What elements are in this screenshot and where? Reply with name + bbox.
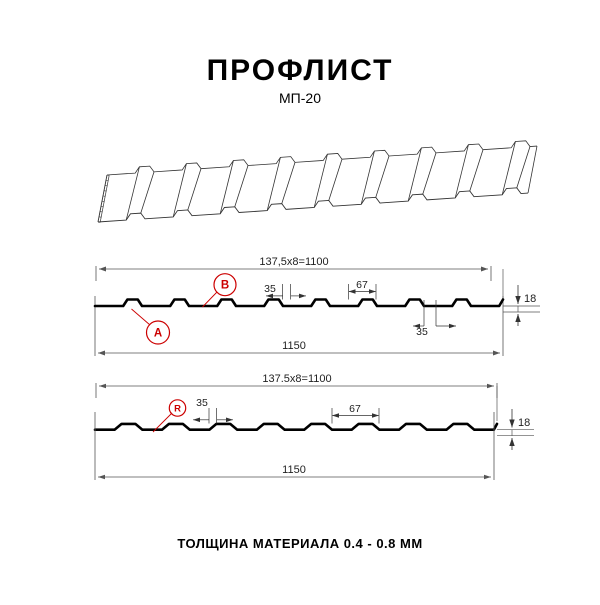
svg-text:МП-20: МП-20 [279, 90, 321, 106]
svg-text:35: 35 [264, 283, 276, 295]
svg-text:A: A [154, 328, 162, 340]
svg-text:1150: 1150 [282, 464, 306, 476]
svg-text:ТОЛЩИНА МАТЕРИАЛА 0.4 - 0.8 ММ: ТОЛЩИНА МАТЕРИАЛА 0.4 - 0.8 ММ [177, 536, 422, 551]
svg-text:ПРОФЛИСТ: ПРОФЛИСТ [207, 54, 394, 87]
svg-text:1150: 1150 [282, 340, 306, 352]
svg-text:B: B [221, 280, 229, 292]
svg-text:137,5x8=1100: 137,5x8=1100 [259, 256, 328, 268]
svg-text:R: R [174, 403, 181, 414]
svg-text:35: 35 [416, 326, 428, 338]
svg-text:137.5x8=1100: 137.5x8=1100 [262, 373, 331, 385]
svg-text:35: 35 [196, 397, 208, 409]
svg-text:67: 67 [349, 403, 361, 415]
svg-text:67: 67 [356, 279, 368, 291]
svg-text:18: 18 [524, 293, 536, 305]
svg-text:18: 18 [518, 417, 530, 429]
